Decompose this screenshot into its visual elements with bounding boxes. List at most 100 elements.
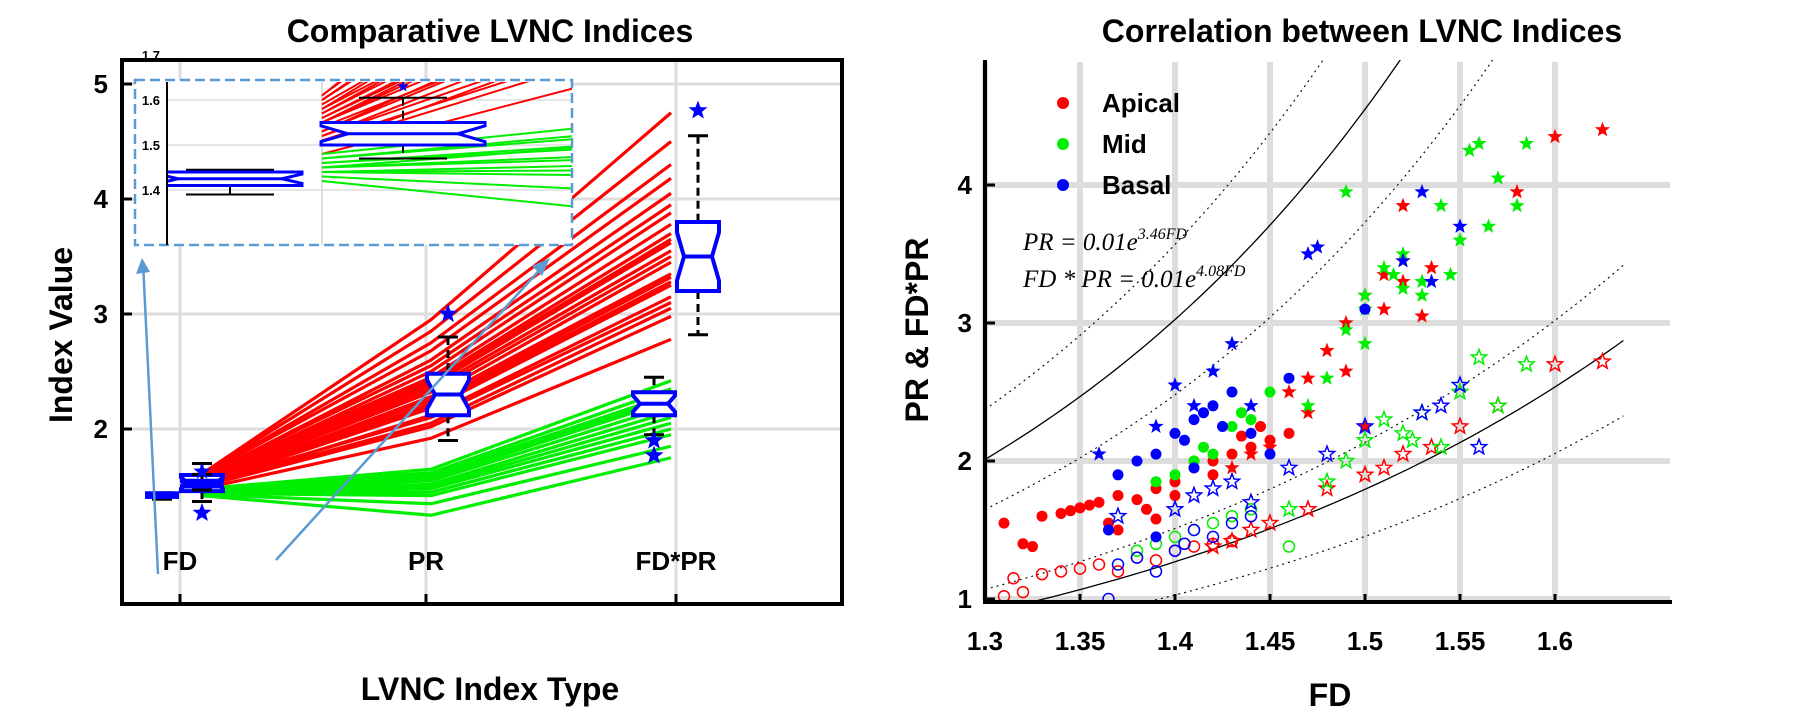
right-y-tick-label: 1 bbox=[958, 584, 972, 614]
legend: Apical Mid Basal bbox=[1057, 88, 1180, 200]
scatter-point bbox=[1243, 446, 1259, 461]
scatter-point bbox=[1226, 421, 1238, 432]
right-y-tick-label: 4 bbox=[958, 170, 973, 200]
scatter-point bbox=[1433, 197, 1449, 213]
series-line bbox=[201, 163, 672, 477]
scatter-point bbox=[1131, 455, 1143, 467]
right-x-tick-label: 1.3 bbox=[967, 626, 1003, 656]
scatter-point bbox=[1395, 197, 1411, 213]
scatter-point bbox=[1355, 464, 1375, 484]
boxplot-outlier bbox=[644, 430, 664, 449]
scatter-point bbox=[1450, 416, 1470, 435]
scatter-point bbox=[1207, 400, 1219, 412]
scatter-point bbox=[1281, 384, 1297, 399]
left-y-tick-label: 3 bbox=[94, 299, 108, 329]
scatter-point bbox=[1490, 170, 1506, 185]
series-line bbox=[201, 427, 672, 495]
scatter-point bbox=[1283, 427, 1295, 439]
scatter-point bbox=[1150, 448, 1162, 460]
right-x-axis-label: FD bbox=[1309, 677, 1352, 713]
scatter-point bbox=[1178, 537, 1191, 551]
boxplot bbox=[167, 168, 304, 196]
scatter-point bbox=[1148, 418, 1164, 433]
inset-series-line bbox=[321, 82, 440, 128]
scatter-point bbox=[1471, 135, 1487, 151]
right-grid bbox=[982, 62, 1670, 602]
scatter-point bbox=[1317, 443, 1337, 463]
series-line bbox=[201, 444, 672, 506]
legend-label: Mid bbox=[1102, 129, 1147, 159]
scatter-point bbox=[1374, 457, 1394, 477]
inset-y-tick-label: 1.5 bbox=[142, 138, 160, 153]
scatter-point bbox=[1111, 558, 1125, 571]
left-y-axis-label: Index Value bbox=[43, 247, 79, 423]
series-line bbox=[201, 410, 672, 494]
scatter-point bbox=[1108, 506, 1128, 525]
inset-series-line bbox=[321, 82, 387, 115]
inset-series-line bbox=[321, 135, 572, 160]
series-line bbox=[201, 260, 672, 485]
scatter-point bbox=[1035, 567, 1049, 581]
boxplot-outlier bbox=[644, 445, 664, 464]
series-line bbox=[201, 387, 672, 492]
legend-marker bbox=[1057, 179, 1069, 191]
scatter-point bbox=[1260, 512, 1280, 532]
scatter-point bbox=[1357, 287, 1373, 302]
boxplot bbox=[180, 462, 224, 492]
boxplot bbox=[675, 100, 721, 337]
scatter-point bbox=[1300, 397, 1316, 413]
inset-series-line bbox=[321, 82, 407, 124]
scatter-point bbox=[1545, 354, 1565, 373]
right-y-tick-label: 2 bbox=[958, 446, 972, 476]
scatter-point bbox=[1169, 427, 1181, 439]
scatter-point bbox=[1376, 259, 1392, 275]
scatter-point bbox=[1036, 510, 1048, 522]
boxplot-outlier bbox=[688, 100, 708, 119]
scatter-point bbox=[1442, 266, 1459, 282]
inset-pointer-right bbox=[275, 263, 546, 561]
inset-y-tick-label: 1.7 bbox=[142, 48, 160, 63]
scatter-point bbox=[1165, 499, 1185, 518]
series-line bbox=[201, 191, 672, 479]
right-tick-labels: 1.3 1.35 1.4 1.45 1.5 1.55 1.6 1 2 3 4 bbox=[958, 170, 1574, 656]
inset-series-line bbox=[321, 82, 413, 124]
scatter-point bbox=[1452, 232, 1468, 247]
scatter-point bbox=[1414, 287, 1430, 302]
scatter-point bbox=[1431, 395, 1451, 415]
series-line bbox=[201, 456, 672, 517]
inset-pointer-left bbox=[141, 261, 160, 575]
inset-series-line bbox=[321, 82, 436, 133]
scatter-point bbox=[1222, 471, 1242, 490]
left-x-tick-label: FD bbox=[163, 546, 198, 576]
left-chart: Comparative LVNC Indices 2 3 4 5 FD PR FD*PR L… bbox=[43, 13, 844, 707]
scatter-point bbox=[1480, 218, 1497, 233]
scatter-point bbox=[1357, 418, 1373, 433]
series-line bbox=[201, 306, 672, 487]
scatter-point bbox=[1093, 496, 1105, 508]
scatter-point bbox=[1236, 407, 1247, 419]
scatter-point bbox=[1112, 490, 1124, 501]
scatter-point bbox=[1103, 524, 1114, 536]
right-x-tick-label: 1.6 bbox=[1537, 626, 1573, 656]
scatter-point bbox=[1376, 266, 1392, 282]
left-plot-frame bbox=[120, 58, 844, 606]
scatter-point bbox=[1393, 443, 1413, 463]
scatter-point bbox=[1225, 509, 1239, 523]
left-tick-labels: 2 3 4 5 FD PR FD*PR bbox=[94, 69, 717, 604]
scatter-point bbox=[1338, 363, 1354, 378]
scatter-point bbox=[1074, 502, 1086, 514]
inset-series-line bbox=[321, 82, 423, 124]
scatter-point bbox=[1355, 416, 1375, 435]
scatter-point bbox=[1262, 439, 1278, 454]
scatter-point bbox=[1319, 342, 1335, 358]
inset-pointer-right-arrow-icon bbox=[532, 258, 550, 276]
scatter-point bbox=[1236, 430, 1247, 442]
legend-label: Apical bbox=[1102, 88, 1180, 118]
left-chart-title: Comparative LVNC Indices bbox=[287, 13, 694, 49]
scatter-point bbox=[1222, 530, 1242, 550]
scatter-point bbox=[1131, 494, 1143, 506]
scatter-point bbox=[1402, 430, 1423, 449]
scatter-point bbox=[1198, 407, 1209, 419]
scatter-point bbox=[1283, 372, 1295, 384]
